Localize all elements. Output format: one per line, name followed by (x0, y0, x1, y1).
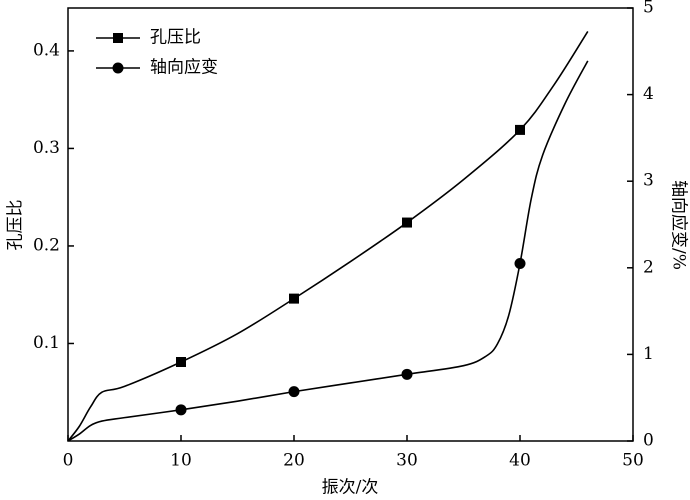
y-axis-label: 孔压比 (6, 200, 26, 251)
y2-axis-label: 轴向应变/% (669, 180, 689, 270)
y-tick-label: 0.1 (33, 333, 60, 353)
x-axis-label: 振次/次 (322, 478, 379, 498)
legend-marker (112, 62, 124, 74)
x-tick-label: 10 (170, 451, 192, 471)
y2-tick-label: 5 (643, 0, 654, 18)
y2-tick-label: 4 (643, 84, 654, 104)
series-line (67, 30, 589, 442)
legend-label: 孔压比 (150, 28, 201, 48)
x-tick-label: 0 (63, 451, 74, 471)
x-tick-label: 40 (509, 451, 531, 471)
series-line (67, 60, 589, 442)
y2-tick-label: 0 (643, 431, 654, 451)
y2-tick-label: 2 (643, 257, 654, 277)
data-point (402, 217, 412, 228)
data-point (515, 124, 525, 135)
x-tick-label: 50 (622, 451, 644, 471)
y-tick-label: 0.4 (33, 40, 60, 60)
data-point (176, 357, 186, 368)
y-tick-label: 0.3 (33, 138, 60, 158)
x-tick-label: 20 (283, 451, 305, 471)
x-tick-label: 30 (396, 451, 418, 471)
legend-marker (113, 33, 123, 43)
plot-frame (67, 7, 634, 442)
legend-label: 轴向应变 (150, 58, 218, 78)
y2-tick-label: 1 (643, 344, 654, 364)
y2-tick-label: 3 (643, 171, 654, 191)
data-point (514, 257, 526, 269)
data-point (401, 368, 413, 380)
data-point (288, 386, 300, 398)
y-tick-label: 0.2 (33, 235, 60, 255)
data-point (175, 404, 187, 416)
data-point (289, 293, 299, 304)
